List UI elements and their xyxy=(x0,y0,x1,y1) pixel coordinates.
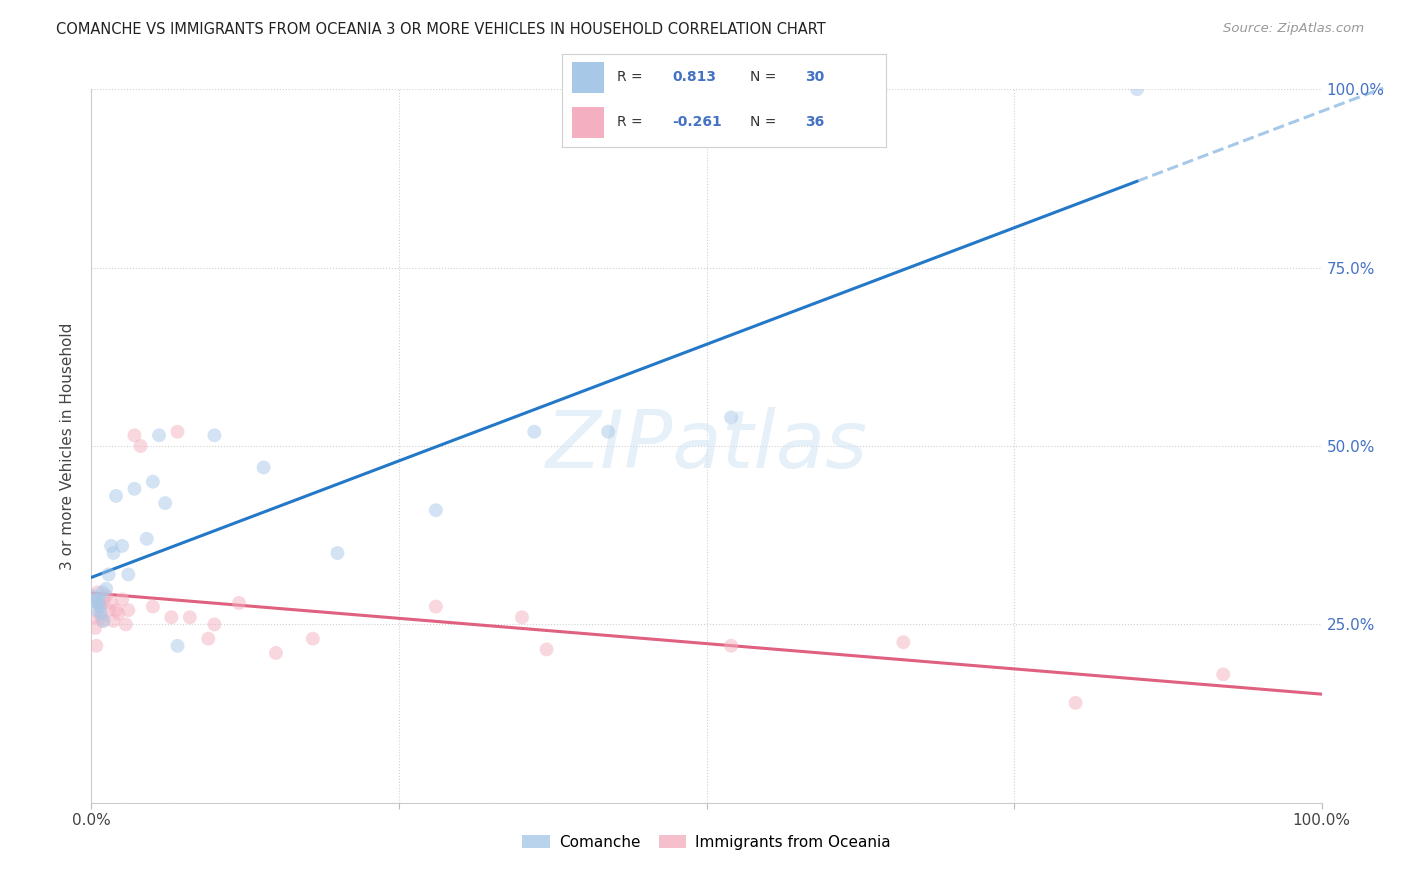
Point xyxy=(87,592,110,607)
Point xyxy=(111,539,134,553)
Text: -0.261: -0.261 xyxy=(672,115,723,129)
Point xyxy=(93,592,115,607)
Point xyxy=(91,614,114,628)
Point xyxy=(107,607,129,621)
Point xyxy=(891,635,914,649)
Point xyxy=(83,610,105,624)
Point xyxy=(86,585,108,599)
Point xyxy=(111,592,134,607)
Text: 0.813: 0.813 xyxy=(672,70,716,85)
Text: ZIPatlas: ZIPatlas xyxy=(546,407,868,485)
Point xyxy=(117,567,139,582)
Text: N =: N = xyxy=(749,70,780,85)
Point xyxy=(97,603,120,617)
Point xyxy=(103,546,125,560)
Y-axis label: 3 or more Vehicles in Household: 3 or more Vehicles in Household xyxy=(60,322,76,570)
Point xyxy=(100,596,122,610)
Point xyxy=(86,596,108,610)
Point xyxy=(148,428,170,442)
Point xyxy=(253,460,276,475)
Point xyxy=(720,639,742,653)
Point xyxy=(105,603,127,617)
Point xyxy=(202,617,225,632)
Point xyxy=(114,617,138,632)
Point xyxy=(100,539,122,553)
Point xyxy=(86,639,108,653)
Point xyxy=(166,639,188,653)
Point xyxy=(135,532,157,546)
Text: R =: R = xyxy=(617,70,647,85)
Point xyxy=(510,610,533,624)
Point xyxy=(228,596,250,610)
Point xyxy=(84,621,107,635)
Point xyxy=(596,425,619,439)
Point xyxy=(720,410,742,425)
Bar xyxy=(572,107,605,138)
Point xyxy=(86,603,108,617)
Point xyxy=(425,503,447,517)
Text: N =: N = xyxy=(749,115,780,129)
Point xyxy=(90,610,112,624)
Text: R =: R = xyxy=(617,115,647,129)
Point xyxy=(91,585,114,599)
Point xyxy=(197,632,219,646)
Point xyxy=(96,589,117,603)
Bar xyxy=(572,62,605,93)
Point xyxy=(124,428,146,442)
Point xyxy=(523,425,546,439)
Point xyxy=(202,428,225,442)
Point xyxy=(179,610,201,624)
Point xyxy=(425,599,447,614)
Point xyxy=(264,646,287,660)
Point xyxy=(1126,82,1149,96)
Point xyxy=(166,425,188,439)
Point xyxy=(326,546,349,560)
Point xyxy=(153,496,177,510)
Text: 36: 36 xyxy=(804,115,824,129)
Point xyxy=(124,482,146,496)
Text: 30: 30 xyxy=(804,70,824,85)
Point xyxy=(142,475,165,489)
Point xyxy=(1064,696,1087,710)
Point xyxy=(83,589,105,603)
Point xyxy=(129,439,152,453)
Point xyxy=(90,607,112,621)
Point xyxy=(103,614,125,628)
Point xyxy=(160,610,183,624)
Point xyxy=(536,642,558,657)
Point xyxy=(1212,667,1234,681)
Text: COMANCHE VS IMMIGRANTS FROM OCEANIA 3 OR MORE VEHICLES IN HOUSEHOLD CORRELATION : COMANCHE VS IMMIGRANTS FROM OCEANIA 3 OR… xyxy=(56,22,825,37)
Point xyxy=(301,632,323,646)
Legend: Comanche, Immigrants from Oceania: Comanche, Immigrants from Oceania xyxy=(516,829,897,855)
Point xyxy=(84,592,107,607)
Point xyxy=(117,603,139,617)
Point xyxy=(89,599,111,614)
Point xyxy=(93,614,115,628)
Point xyxy=(105,489,127,503)
Point xyxy=(89,599,111,614)
Point xyxy=(87,596,110,610)
Text: Source: ZipAtlas.com: Source: ZipAtlas.com xyxy=(1223,22,1364,36)
Point xyxy=(142,599,165,614)
Point xyxy=(97,567,120,582)
Point xyxy=(96,582,117,596)
